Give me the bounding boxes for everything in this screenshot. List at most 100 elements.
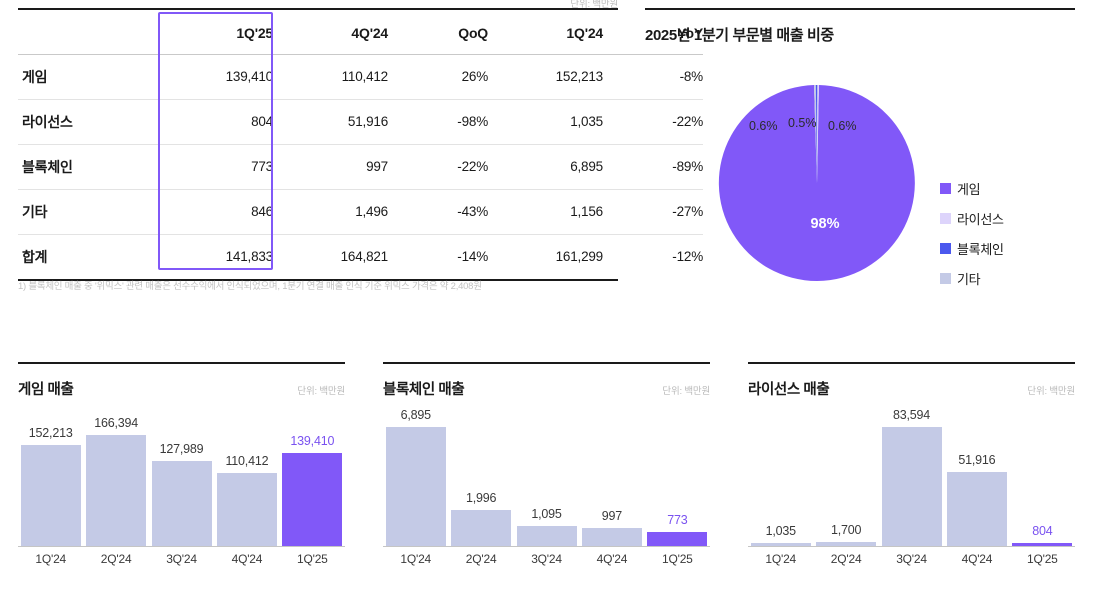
bar-column[interactable]: 1,700 bbox=[813, 405, 878, 546]
cell-other-qoq: -43% bbox=[457, 204, 488, 219]
bar-column[interactable]: 83,594 bbox=[879, 405, 944, 546]
blockchain-chart-xaxis: 1Q'24 2Q'24 3Q'24 4Q'24 1Q'25 bbox=[383, 552, 710, 576]
blockchain-xlabel-1q25: 1Q'25 bbox=[662, 552, 693, 566]
blockchain-bar-4q24[interactable] bbox=[581, 528, 642, 546]
blockchain-xlabel-1q24: 1Q'24 bbox=[400, 552, 432, 566]
cell-blockchain-qoq: -22% bbox=[457, 159, 488, 174]
game-revenue-chart-section: 게임 매출 단위: 백만원 152,213 166,394 127,989 bbox=[18, 362, 345, 580]
blockchain-bar-value-1q24: 6,895 bbox=[400, 408, 431, 422]
game-xlabel-3q24: 3Q'24 bbox=[166, 552, 197, 566]
license-chart-top-rule bbox=[748, 362, 1075, 364]
cell-game-1q24: 152,213 bbox=[555, 69, 604, 84]
license-chart-title: 라이선스 매출 bbox=[748, 382, 830, 398]
revenue-table: 1Q'25 4Q'24 QoQ 1Q'24 YoY 게임 139,410 110… bbox=[18, 12, 703, 279]
pie-chart-svg bbox=[718, 84, 915, 281]
table-top-rule bbox=[18, 8, 618, 10]
table-wrapper: 1Q'25 4Q'24 QoQ 1Q'24 YoY 게임 139,410 110… bbox=[18, 12, 703, 281]
legend-swatch-icon-other bbox=[940, 272, 951, 284]
license-bar-4q24[interactable] bbox=[946, 472, 1007, 546]
license-bar-1q24[interactable] bbox=[750, 543, 811, 546]
bar-column[interactable]: 997 bbox=[579, 405, 644, 546]
bar-column[interactable]: 51,916 bbox=[944, 405, 1009, 546]
blockchain-bar-3q24[interactable] bbox=[516, 526, 577, 546]
pie-label-other-pct: 0.6% bbox=[749, 119, 778, 133]
bar-column[interactable]: 127,989 bbox=[149, 405, 214, 546]
game-chart-xaxis: 1Q'24 2Q'24 3Q'24 4Q'24 1Q'25 bbox=[18, 552, 345, 576]
legend-swatch-icon-game bbox=[940, 182, 951, 194]
game-bar-1q24[interactable] bbox=[20, 445, 81, 546]
game-bar-value-2q24: 166,394 bbox=[94, 416, 138, 430]
bar-column[interactable]: 152,213 bbox=[18, 405, 83, 546]
revenue-table-block: 단위: 백만원 1Q'25 4Q'24 QoQ 1Q'24 YoY bbox=[18, 0, 703, 281]
game-chart-bars: 152,213 166,394 127,989 110,412 139,410 bbox=[18, 405, 345, 546]
blockchain-chart-title: 블록체인 매출 bbox=[383, 382, 465, 398]
license-bar-2q24[interactable] bbox=[816, 542, 877, 546]
game-bar-3q24[interactable] bbox=[151, 461, 212, 546]
game-bar-value-3q24: 127,989 bbox=[159, 442, 204, 456]
table-footnote: 1) 블록체인 매출 중 '위믹스' 관련 매출은 선수수익에서 인식되었으며,… bbox=[18, 281, 482, 292]
pie-top-rule bbox=[645, 8, 1075, 10]
blockchain-xlabel-4q24: 4Q'24 bbox=[596, 552, 628, 566]
table-row: 기타 846 1,496 -43% 1,156 -27% bbox=[18, 189, 703, 234]
game-bar-1q25[interactable] bbox=[282, 453, 343, 546]
license-bar-value-4q24: 51,916 bbox=[958, 453, 996, 467]
game-bar-4q24[interactable] bbox=[216, 473, 277, 546]
bar-column[interactable]: 773 bbox=[645, 405, 710, 546]
bar-column[interactable]: 139,410 bbox=[280, 405, 345, 546]
legend-item-game[interactable]: 게임 bbox=[940, 173, 1004, 203]
license-bar-value-1q25: 804 bbox=[1032, 524, 1053, 538]
game-xlabel-1q24: 1Q'24 bbox=[35, 552, 67, 566]
game-chart-unit: 단위: 백만원 bbox=[297, 386, 345, 397]
cell-license-yoy: -22% bbox=[672, 114, 703, 129]
legend-label-license: 라이선스 bbox=[957, 211, 1004, 227]
blockchain-bar-2q24[interactable] bbox=[451, 510, 512, 546]
bar-column[interactable]: 1,035 bbox=[748, 405, 813, 546]
bar-column[interactable]: 6,895 bbox=[383, 405, 448, 546]
blockchain-bar-1q24[interactable] bbox=[385, 427, 446, 546]
blockchain-bar-value-1q25: 773 bbox=[667, 513, 688, 527]
legend-item-blockchain[interactable]: 블록체인 bbox=[940, 233, 1004, 263]
bar-column[interactable]: 110,412 bbox=[214, 405, 279, 546]
table-header: 1Q'25 4Q'24 QoQ 1Q'24 YoY bbox=[18, 12, 703, 54]
cell-license-4q24: 51,916 bbox=[347, 114, 388, 129]
bar-column[interactable]: 1,996 bbox=[448, 405, 513, 546]
pie-slice-other bbox=[814, 85, 817, 183]
legend-item-other[interactable]: 기타 bbox=[940, 263, 1004, 293]
bar-column[interactable]: 804 bbox=[1010, 405, 1075, 546]
cell-total-yoy: -12% bbox=[672, 249, 703, 265]
license-bar-1q25[interactable] bbox=[1012, 543, 1073, 546]
pie-label-blockchain-pct: 0.5% bbox=[788, 116, 817, 130]
game-xlabel-1q25: 1Q'25 bbox=[297, 552, 328, 566]
bar-column[interactable]: 1,095 bbox=[514, 405, 579, 546]
blockchain-bar-value-2q24: 1,996 bbox=[465, 491, 497, 505]
game-bar-value-1q24: 152,213 bbox=[28, 426, 73, 440]
legend-item-license[interactable]: 라이선스 bbox=[940, 203, 1004, 233]
game-chart-top-rule bbox=[18, 362, 345, 364]
blockchain-chart-header: 블록체인 매출 단위: 백만원 bbox=[383, 378, 710, 399]
game-xlabel-2q24: 2Q'24 bbox=[100, 552, 132, 566]
row-label-blockchain: 블록체인 bbox=[22, 158, 73, 175]
blockchain-bar-1q25[interactable] bbox=[647, 532, 708, 546]
legend-label-game: 게임 bbox=[957, 181, 981, 197]
cell-license-qoq: -98% bbox=[457, 114, 488, 129]
game-bar-2q24[interactable] bbox=[86, 435, 147, 546]
blockchain-xlabel-2q24: 2Q'24 bbox=[465, 552, 497, 566]
table-header-row: 1Q'25 4Q'24 QoQ 1Q'24 YoY bbox=[18, 12, 703, 54]
cell-other-1q24: 1,156 bbox=[570, 204, 603, 219]
bar-column[interactable]: 166,394 bbox=[83, 405, 148, 546]
cell-game-4q24: 110,412 bbox=[341, 69, 389, 84]
cell-total-4q24: 164,821 bbox=[340, 249, 389, 265]
license-bar-value-2q24: 1,700 bbox=[830, 523, 862, 537]
cell-blockchain-4q24: 997 bbox=[366, 159, 388, 174]
legend-label-blockchain: 블록체인 bbox=[957, 241, 1004, 257]
license-xlabel-2q24: 2Q'24 bbox=[830, 552, 862, 566]
license-bar-3q24[interactable] bbox=[881, 427, 942, 546]
license-xlabel-4q24: 4Q'24 bbox=[961, 552, 993, 566]
license-bar-value-3q24: 83,594 bbox=[892, 408, 931, 422]
blockchain-revenue-chart-section: 블록체인 매출 단위: 백만원 6,895 1,996 1,095 bbox=[383, 362, 710, 580]
pie-label-license-pct: 0.6% bbox=[828, 119, 857, 133]
game-chart-header: 게임 매출 단위: 백만원 bbox=[18, 378, 345, 399]
cell-game-yoy: -8% bbox=[679, 69, 704, 84]
cell-other-4q24: 1,496 bbox=[355, 204, 388, 219]
legend-swatch-icon-license bbox=[940, 212, 951, 224]
